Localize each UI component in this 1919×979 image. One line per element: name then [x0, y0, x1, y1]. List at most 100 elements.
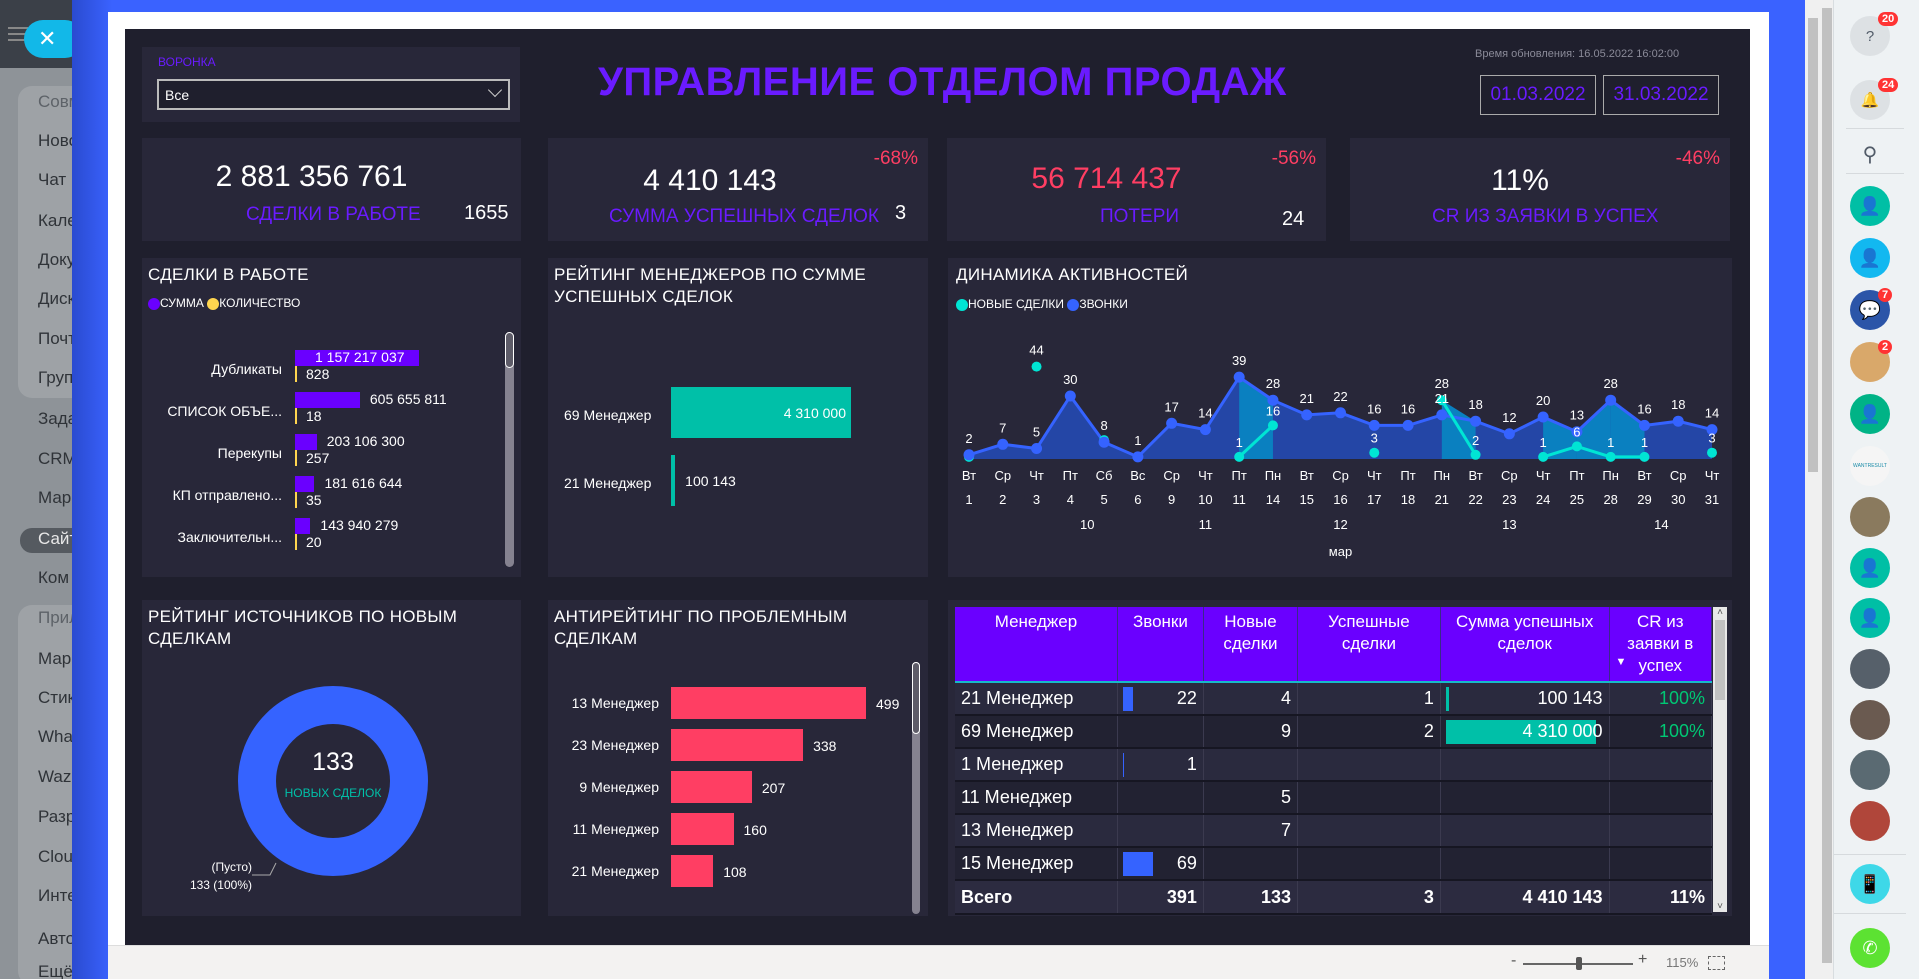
sum-bar[interactable] — [295, 518, 311, 534]
calls-point[interactable] — [1031, 443, 1043, 454]
sum-bar[interactable] — [295, 434, 317, 450]
scroll-up-icon[interactable]: ˄ — [1717, 607, 1723, 618]
nav-item[interactable]: Wazz — [38, 767, 72, 786]
new-deals-point[interactable] — [1267, 420, 1278, 431]
table-row[interactable]: 69 Менеджер 9 2 4 310 000 100% — [955, 715, 1713, 749]
calls-point[interactable] — [1605, 394, 1617, 406]
nav-item[interactable]: Мар — [38, 649, 72, 668]
calls-point[interactable] — [1132, 451, 1144, 463]
new-deals-point[interactable] — [1639, 451, 1650, 462]
new-deals-point[interactable] — [1571, 441, 1582, 452]
column-header[interactable]: CR из заявки в успех ▼ — [1609, 607, 1713, 683]
nav-item[interactable]: Ещё — [38, 962, 72, 979]
calls-point[interactable] — [1503, 428, 1515, 440]
scrollbar[interactable] — [505, 332, 514, 567]
column-header[interactable]: Менеджер — [955, 607, 1118, 683]
contact-avatar[interactable]: 👤 — [1850, 548, 1890, 588]
fit-to-page-icon[interactable] — [1708, 956, 1725, 970]
calls-point[interactable] — [1233, 371, 1245, 383]
nav-item[interactable]: Прил — [38, 608, 72, 627]
count-bar[interactable] — [295, 366, 297, 382]
mobile-app-button[interactable]: 📱 — [1850, 864, 1890, 904]
nav-item[interactable]: Совм — [38, 92, 72, 111]
bar[interactable] — [671, 729, 804, 761]
table-row[interactable]: 11 Менеджер 5 — [955, 781, 1713, 815]
nav-item[interactable]: Груп — [38, 368, 72, 387]
scrollbar[interactable] — [912, 662, 920, 914]
calls-point[interactable] — [963, 449, 975, 461]
nav-item[interactable]: Ком — [38, 568, 70, 587]
nav-item[interactable]: Clou — [38, 847, 72, 866]
sort-desc-icon[interactable]: ▼ — [1615, 656, 1627, 668]
column-header[interactable]: Сумма успешных сделок — [1440, 607, 1610, 683]
date-from-input[interactable]: 01.03.2022 — [1480, 75, 1596, 115]
calls-point[interactable] — [1470, 415, 1482, 427]
bar[interactable] — [671, 687, 866, 719]
scrollbar-thumb[interactable] — [505, 332, 514, 368]
calls-point[interactable] — [1537, 411, 1549, 423]
column-header[interactable]: Успешные сделки — [1297, 607, 1441, 683]
table-row[interactable]: 21 Менеджер 22 4 1 100 143 100% — [955, 682, 1713, 716]
count-bar[interactable] — [295, 450, 297, 466]
nav-item[interactable]: Мар — [38, 488, 72, 507]
count-bar[interactable] — [295, 492, 297, 508]
nav-item[interactable]: Сайт — [38, 529, 72, 548]
contact-avatar[interactable]: 👤 — [1850, 394, 1890, 434]
table-row[interactable]: 15 Менеджер 69 — [955, 847, 1713, 881]
hamburger-icon[interactable] — [8, 27, 28, 41]
new-deals-point[interactable] — [1369, 447, 1380, 458]
contact-avatar[interactable] — [1850, 497, 1890, 537]
calls-point[interactable] — [1368, 419, 1380, 431]
nav-item[interactable]: Стик — [38, 688, 72, 707]
calls-point[interactable] — [1064, 390, 1076, 402]
column-header[interactable]: Новые сделки — [1203, 607, 1299, 683]
nav-item[interactable]: Кале — [38, 211, 72, 230]
sum-bar[interactable] — [295, 392, 360, 408]
nav-item[interactable]: Доку — [38, 250, 72, 269]
nav-item[interactable]: Чат и — [38, 170, 72, 189]
sum-bar[interactable] — [295, 350, 419, 366]
nav-item[interactable]: CRM — [38, 449, 72, 468]
scroll-down-icon[interactable]: ˅ — [1717, 901, 1723, 912]
calls-point[interactable] — [1402, 419, 1414, 431]
table-row[interactable]: 1 Менеджер 1 — [955, 748, 1713, 782]
nav-item[interactable]: Ново — [38, 131, 72, 150]
zoom-in-button[interactable]: + — [1638, 951, 1648, 968]
call-button[interactable]: ✆ — [1850, 928, 1890, 968]
date-to-input[interactable]: 31.03.2022 — [1603, 75, 1719, 115]
nav-item[interactable]: Разр — [38, 807, 72, 826]
calls-point[interactable] — [1166, 417, 1178, 429]
zoom-slider-handle[interactable] — [1576, 957, 1582, 970]
contact-avatar[interactable] — [1850, 649, 1890, 689]
bar[interactable] — [671, 387, 851, 438]
contact-avatar[interactable]: 👤 — [1850, 186, 1890, 226]
contact-avatar[interactable] — [1850, 750, 1890, 790]
calls-point[interactable] — [1335, 407, 1346, 419]
nav-item[interactable]: Зада — [38, 409, 72, 428]
new-deals-point[interactable] — [1470, 449, 1481, 460]
calls-point[interactable] — [997, 438, 1009, 450]
nav-item[interactable]: Авто — [38, 929, 72, 948]
page-scrollbars[interactable] — [1805, 0, 1833, 979]
new-deals-point[interactable] — [1605, 451, 1616, 462]
search-button[interactable]: ⚲ — [1850, 134, 1890, 174]
bar[interactable] — [671, 455, 676, 506]
nav-item[interactable]: Почт — [38, 329, 72, 348]
table-row[interactable]: 13 Менеджер 7 — [955, 814, 1713, 848]
new-deals-point[interactable] — [1707, 447, 1717, 458]
close-button[interactable]: ✕ — [24, 20, 72, 58]
contact-avatar[interactable]: 👤 — [1850, 598, 1890, 638]
calls-point[interactable] — [1571, 426, 1583, 438]
contact-avatar[interactable]: 👤 — [1850, 238, 1890, 278]
sum-bar[interactable] — [295, 476, 315, 492]
count-bar[interactable] — [295, 408, 297, 424]
scrollbar-thumb[interactable] — [1808, 18, 1818, 472]
scrollbar-thumb[interactable] — [1822, 8, 1832, 963]
bar[interactable] — [671, 855, 714, 887]
scrollbar-thumb[interactable] — [1715, 620, 1725, 700]
zoom-out-button[interactable]: - — [1511, 952, 1517, 969]
new-deals-point[interactable] — [1436, 395, 1447, 406]
new-deals-point[interactable] — [1234, 451, 1245, 462]
bar[interactable] — [671, 771, 752, 803]
donut-slice[interactable] — [238, 686, 428, 876]
